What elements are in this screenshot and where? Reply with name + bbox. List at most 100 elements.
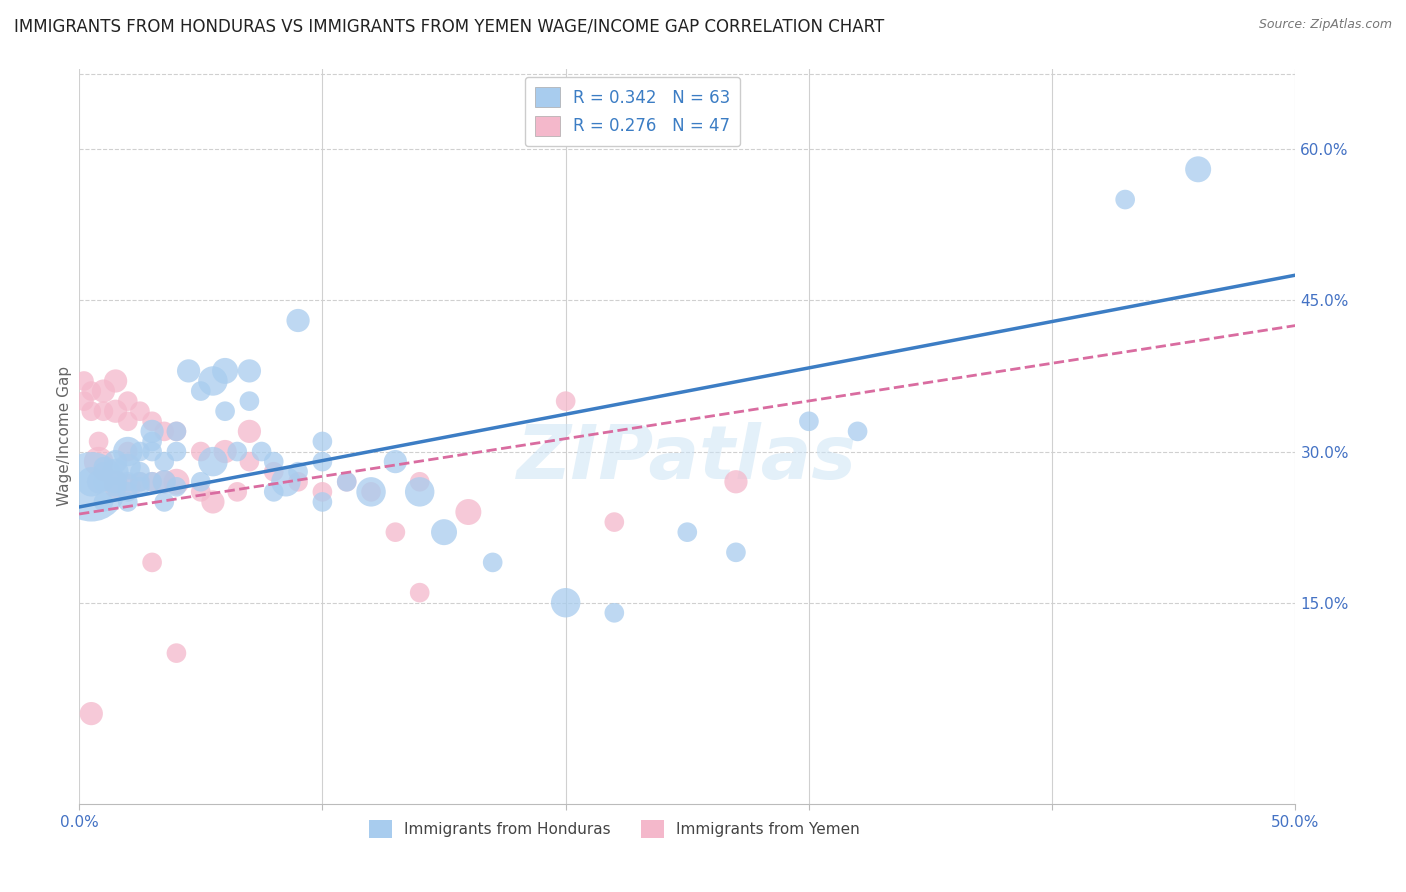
Point bbox=[80, 384, 103, 398]
Point bbox=[153, 475, 176, 489]
Point bbox=[73, 374, 96, 388]
Point bbox=[457, 505, 479, 519]
Point bbox=[201, 495, 224, 509]
Point bbox=[250, 444, 273, 458]
Point bbox=[93, 459, 115, 474]
Point bbox=[117, 444, 139, 458]
Point bbox=[117, 394, 139, 409]
Point bbox=[117, 480, 139, 494]
Point bbox=[129, 475, 152, 489]
Point bbox=[153, 475, 176, 489]
Point bbox=[1187, 162, 1209, 177]
Point bbox=[238, 394, 260, 409]
Point bbox=[554, 394, 576, 409]
Point bbox=[724, 545, 747, 559]
Point bbox=[80, 475, 103, 489]
Point bbox=[93, 495, 115, 509]
Point bbox=[93, 475, 115, 489]
Point bbox=[104, 404, 127, 418]
Point bbox=[104, 475, 127, 489]
Point bbox=[190, 475, 212, 489]
Point bbox=[481, 556, 503, 570]
Point bbox=[87, 434, 110, 449]
Point bbox=[129, 480, 152, 494]
Point bbox=[360, 484, 382, 499]
Point bbox=[104, 480, 127, 494]
Y-axis label: Wage/Income Gap: Wage/Income Gap bbox=[58, 367, 72, 507]
Point bbox=[165, 646, 187, 660]
Point bbox=[190, 444, 212, 458]
Point bbox=[165, 444, 187, 458]
Point bbox=[165, 425, 187, 439]
Point bbox=[87, 455, 110, 469]
Point bbox=[104, 374, 127, 388]
Point bbox=[603, 515, 626, 529]
Point bbox=[263, 484, 285, 499]
Point bbox=[93, 384, 115, 398]
Point bbox=[93, 404, 115, 418]
Point bbox=[214, 364, 236, 378]
Point bbox=[104, 455, 127, 469]
Point bbox=[104, 480, 127, 494]
Point bbox=[384, 525, 406, 540]
Point bbox=[104, 465, 127, 479]
Point bbox=[190, 484, 212, 499]
Point bbox=[141, 444, 163, 458]
Point bbox=[676, 525, 699, 540]
Point bbox=[129, 444, 152, 458]
Point bbox=[141, 414, 163, 428]
Point bbox=[846, 425, 869, 439]
Point bbox=[165, 480, 187, 494]
Legend: Immigrants from Honduras, Immigrants from Yemen: Immigrants from Honduras, Immigrants fro… bbox=[363, 814, 866, 845]
Point bbox=[287, 475, 309, 489]
Point bbox=[226, 444, 249, 458]
Point bbox=[336, 475, 359, 489]
Point bbox=[129, 404, 152, 418]
Point bbox=[409, 585, 432, 599]
Point bbox=[287, 465, 309, 479]
Point bbox=[165, 425, 187, 439]
Point bbox=[238, 425, 260, 439]
Point bbox=[93, 465, 115, 479]
Point bbox=[165, 475, 187, 489]
Point bbox=[87, 475, 110, 489]
Point bbox=[129, 475, 152, 489]
Point bbox=[73, 394, 96, 409]
Point bbox=[724, 475, 747, 489]
Point bbox=[117, 484, 139, 499]
Point bbox=[80, 706, 103, 721]
Point bbox=[153, 455, 176, 469]
Point bbox=[1114, 193, 1136, 207]
Point bbox=[201, 455, 224, 469]
Point bbox=[153, 495, 176, 509]
Point bbox=[409, 484, 432, 499]
Point bbox=[287, 313, 309, 327]
Point bbox=[311, 495, 333, 509]
Point bbox=[274, 475, 297, 489]
Point bbox=[336, 475, 359, 489]
Point bbox=[141, 475, 163, 489]
Point bbox=[214, 404, 236, 418]
Point bbox=[117, 444, 139, 458]
Point bbox=[238, 455, 260, 469]
Point bbox=[360, 484, 382, 499]
Point bbox=[117, 495, 139, 509]
Point bbox=[238, 364, 260, 378]
Point bbox=[129, 465, 152, 479]
Point bbox=[190, 384, 212, 398]
Point bbox=[797, 414, 820, 428]
Point bbox=[263, 465, 285, 479]
Point bbox=[214, 444, 236, 458]
Text: Source: ZipAtlas.com: Source: ZipAtlas.com bbox=[1258, 18, 1392, 31]
Point bbox=[554, 596, 576, 610]
Point bbox=[117, 459, 139, 474]
Point bbox=[311, 484, 333, 499]
Point bbox=[104, 475, 127, 489]
Text: IMMIGRANTS FROM HONDURAS VS IMMIGRANTS FROM YEMEN WAGE/INCOME GAP CORRELATION CH: IMMIGRANTS FROM HONDURAS VS IMMIGRANTS F… bbox=[14, 18, 884, 36]
Text: ZIPatlas: ZIPatlas bbox=[517, 422, 858, 495]
Point bbox=[201, 374, 224, 388]
Point bbox=[80, 480, 103, 494]
Point bbox=[117, 414, 139, 428]
Point bbox=[603, 606, 626, 620]
Point bbox=[153, 425, 176, 439]
